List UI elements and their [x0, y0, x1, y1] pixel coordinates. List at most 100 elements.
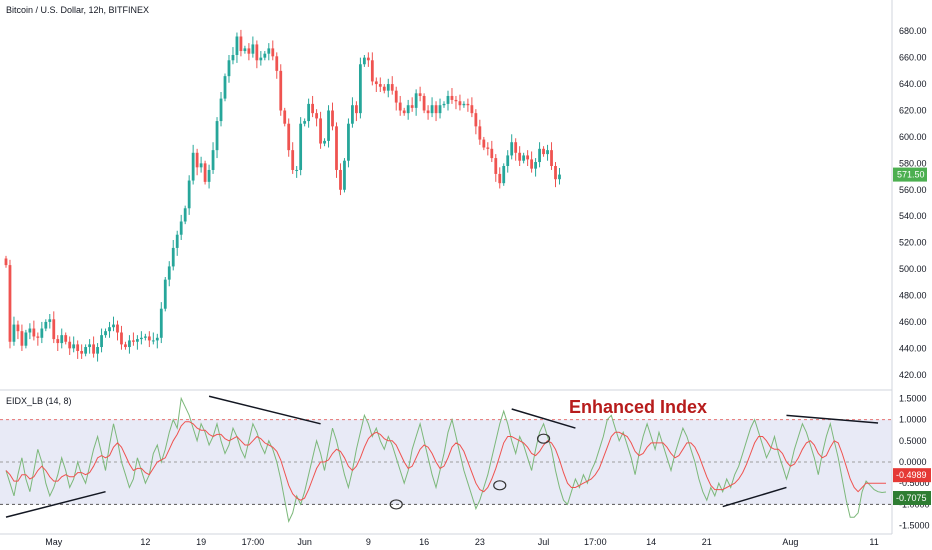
indicator-tick-label: 0.5000	[899, 436, 927, 446]
candle-body	[100, 335, 103, 348]
price-tick-label: 420.00	[899, 370, 927, 380]
candle-body	[386, 84, 390, 91]
candle-body	[347, 123, 350, 161]
divergence-line	[208, 395, 321, 425]
candle-body	[187, 180, 191, 209]
indicator-tick-label: 1.5000	[899, 393, 927, 403]
candle-body	[502, 166, 506, 184]
price-tick-label: 460.00	[899, 317, 927, 327]
candle-body	[514, 142, 518, 153]
candle-body	[518, 152, 522, 161]
price-tick-label: 660.00	[899, 53, 927, 63]
price-tick-label: 540.00	[899, 211, 927, 221]
price-tick-label: 580.00	[899, 158, 927, 168]
circle-marker	[493, 480, 507, 491]
candle-body	[362, 57, 366, 65]
symbol-title: Bitcoin / U.S. Dollar, 12h, BITFINEX	[6, 5, 149, 15]
candle-body	[32, 328, 36, 337]
indicator-series	[5, 396, 887, 524]
candle-body	[12, 324, 16, 342]
candle-body	[235, 36, 239, 55]
candle-body	[430, 105, 434, 114]
time-tick-label: 12	[140, 537, 150, 547]
candle-body	[370, 60, 374, 82]
candle-body	[52, 319, 56, 340]
indicator-axis[interactable]: 1.50001.00000.50000.0000-0.5000-1.0000-1…	[893, 393, 931, 531]
candle-body	[195, 152, 199, 168]
candle-body	[179, 221, 183, 235]
candle-body	[442, 103, 446, 106]
candle-body	[231, 55, 235, 61]
candle-body	[287, 123, 291, 151]
price-pane[interactable]	[4, 29, 561, 362]
divergence-line	[5, 490, 106, 518]
candle-body	[510, 142, 514, 156]
candle-body	[72, 344, 76, 349]
divergence-line	[511, 408, 576, 429]
candle-body	[498, 173, 502, 184]
indicator-pane[interactable]	[0, 395, 892, 524]
time-tick-label: 16	[419, 537, 429, 547]
candle-body	[239, 36, 243, 52]
indicator-last-label: -0.4989	[896, 470, 927, 480]
time-tick-label: 9	[366, 537, 371, 547]
price-axis[interactable]: 420.00 440.00 460.00 480.00 500.00 520.00 540.…	[893, 26, 927, 380]
candle-body	[378, 84, 382, 87]
indicator-annotations	[5, 395, 879, 518]
enhanced-index-banner: Enhanced Index	[569, 397, 707, 417]
candle-body	[474, 113, 478, 127]
candle-body	[422, 95, 426, 111]
candle-body	[470, 105, 474, 114]
candle-body	[167, 266, 171, 280]
price-tick-label: 640.00	[899, 79, 927, 89]
candle-body	[506, 155, 510, 166]
candle-body	[171, 247, 175, 267]
price-tick-label: 480.00	[899, 291, 927, 301]
candle-body	[303, 121, 307, 124]
candle-body	[259, 57, 263, 61]
candle-body	[68, 341, 72, 349]
candle-body	[104, 331, 107, 336]
candle-body	[207, 169, 211, 182]
price-tick-label: 500.00	[899, 264, 927, 274]
candle-body	[554, 166, 557, 180]
candle-body	[40, 328, 44, 338]
price-tick-label: 600.00	[899, 132, 927, 142]
candle-body	[199, 163, 203, 168]
indicator-tick-label: -1.5000	[899, 521, 930, 531]
time-tick-label: 17:00	[242, 537, 265, 547]
candle-body	[358, 64, 362, 114]
candle-body	[526, 155, 530, 160]
time-tick-label: Jun	[297, 537, 312, 547]
candle-body	[534, 162, 537, 169]
price-tick-label: 560.00	[899, 185, 927, 195]
time-tick-label: 14	[646, 537, 656, 547]
candle-body	[191, 152, 195, 181]
candle-body	[223, 76, 227, 99]
indicator-tick-label: 1.0000	[899, 415, 927, 425]
candle-body	[438, 105, 442, 114]
circle-marker	[389, 499, 403, 510]
candle-body	[88, 344, 92, 348]
candle-body	[315, 113, 318, 119]
time-tick-label: 23	[475, 537, 485, 547]
candle-body	[446, 95, 450, 104]
candle-body	[327, 110, 330, 141]
indicator-tick-label: 0.0000	[899, 457, 927, 467]
candle-body	[8, 265, 12, 342]
candle-body	[311, 103, 314, 114]
indicator-last-tag	[893, 491, 931, 506]
candle-body	[263, 53, 267, 58]
price-candles	[4, 29, 561, 362]
candle-body	[295, 169, 299, 171]
candle-body	[339, 169, 342, 190]
divergence-line	[722, 486, 787, 508]
candle-body	[132, 340, 135, 342]
time-axis[interactable]: May 12 19 17:00 Jun 9 16 23 Jul 17:00 14 21 Aug 11	[45, 537, 878, 547]
candle-body	[159, 308, 163, 338]
candle-body	[139, 337, 143, 340]
candle-body	[56, 339, 60, 344]
candle-body	[394, 90, 398, 103]
indicator-last-tag	[893, 468, 931, 483]
candle-body	[116, 324, 119, 333]
